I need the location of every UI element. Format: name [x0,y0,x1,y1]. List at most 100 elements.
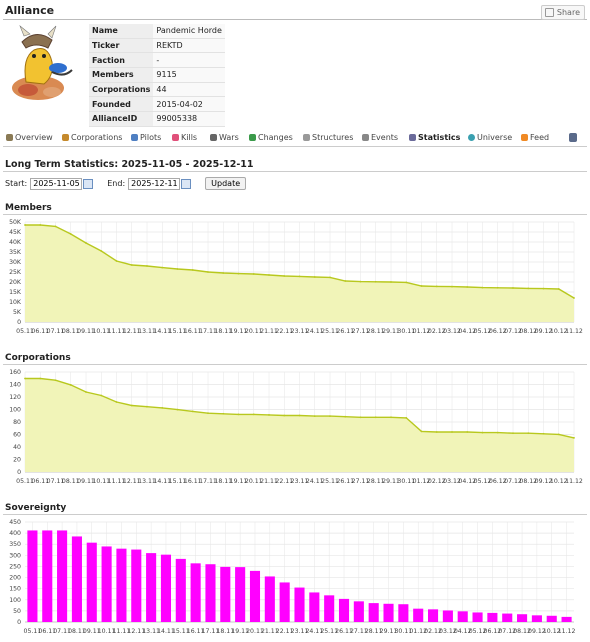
data-point [542,432,545,435]
x-tick-label: 08.11 [62,328,80,335]
nav-structures[interactable]: Structures [303,133,353,142]
share-button[interactable]: Share [540,5,585,20]
data-point [466,286,469,288]
y-tick-label: 20 [13,457,21,464]
x-tick-label: 13.11 [138,328,156,335]
nav-overview[interactable]: Overview [6,133,53,142]
x-tick-label: 02.12 [424,628,442,635]
x-tick-label: 03.12 [439,628,457,635]
bar [383,603,394,622]
nav-report[interactable] [569,133,577,142]
bar [27,530,38,622]
nav-wars[interactable]: Wars [210,133,239,142]
bar [205,564,216,622]
x-tick-label: 12.11 [123,328,141,335]
info-value: REKTD [153,38,225,54]
x-tick-label: 07.11 [47,478,65,485]
y-tick-label: 25K [9,269,22,276]
series-area [25,225,574,322]
data-point [268,274,270,276]
x-tick-label: 05.11 [16,328,34,335]
data-point [222,412,225,415]
x-tick-label: 07.12 [504,328,522,335]
x-tick-label: 17.11 [202,628,220,635]
nav-statistics[interactable]: Statistics [409,133,460,142]
x-tick-label: 24.11 [305,628,323,635]
nav-kills[interactable]: Kills [172,133,197,142]
data-point [298,275,301,278]
x-tick-label: 09.12 [528,628,546,635]
bar [86,542,97,622]
data-point [573,297,575,299]
page-header: Alliance Share [3,3,587,20]
x-tick-label: 01.12 [409,628,427,635]
x-tick-label: 12.11 [127,628,145,635]
bar [531,615,542,622]
globe-icon [468,134,475,141]
nav-feed[interactable]: Feed [521,133,549,142]
table-row: Name Pandemic Horde [89,24,225,39]
x-tick-label: 24.11 [306,478,324,485]
data-point [100,250,103,252]
info-value: 9115 [153,67,225,83]
y-tick-label: 50 [13,608,21,615]
y-tick-label: 100 [9,597,21,604]
data-point [481,431,484,434]
x-tick-label: 05.11 [24,628,42,635]
alliance-info-table: Name Pandemic Horde Ticker REKTD Faction - … [89,24,225,127]
data-point [451,285,453,288]
nav-changes[interactable]: Changes [249,133,293,142]
data-point [39,377,42,380]
bar [42,530,53,622]
page-title: Alliance [5,4,55,17]
info-key: Ticker [89,38,154,54]
update-button[interactable]: Update [205,177,247,190]
bar [413,608,424,622]
y-tick-label: 60 [13,432,21,439]
y-tick-label: 35K [9,249,22,256]
end-label: End: [107,179,126,188]
data-point [191,269,194,271]
x-tick-label: 05.12 [474,478,492,485]
calendar-icon[interactable] [181,178,192,189]
x-tick-label: 12.11 [123,478,141,485]
x-tick-label: 08.11 [68,628,86,635]
x-tick-label: 19.11 [231,628,249,635]
nav-universe[interactable]: Universe [468,133,512,142]
bar [101,546,112,622]
bar [146,553,157,622]
data-point [374,416,377,419]
table-row: Faction - [89,52,225,69]
y-tick-label: 400 [9,530,21,537]
data-point [161,266,164,269]
y-tick-label: 45K [9,229,22,236]
data-point [405,416,408,419]
data-point [313,415,316,418]
info-key: Members [89,67,154,83]
bar [517,614,528,622]
data-point [252,273,255,275]
x-tick-label: 30.11 [395,628,413,635]
info-value: - [153,52,225,69]
bar [309,592,320,622]
y-tick-label: 450 [9,519,21,526]
x-tick-label: 23.11 [291,478,309,485]
info-key: Corporations [89,82,154,98]
data-point [207,412,209,415]
x-tick-label: 13.11 [142,628,160,635]
corporations-chart: 02040608010012014016005.1106.1107.1108.1… [9,369,583,485]
end-date-input[interactable] [128,177,181,190]
data-point [435,285,438,288]
heart-icon [172,134,179,141]
x-tick-label: 06.12 [489,328,507,335]
data-point [451,431,453,433]
data-point [390,281,392,283]
nav-pilots[interactable]: Pilots [131,133,161,142]
info-value: 44 [153,82,225,98]
start-date-input[interactable] [30,177,83,190]
data-point [85,242,87,244]
calendar-icon[interactable] [83,178,94,189]
x-tick-label: 15.11 [169,478,187,485]
nav-corporations[interactable]: Corporations [62,133,122,142]
nav-events[interactable]: Events [362,133,398,142]
